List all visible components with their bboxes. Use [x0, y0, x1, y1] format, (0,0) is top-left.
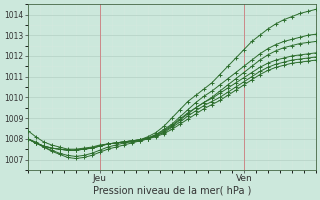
X-axis label: Pression niveau de la mer( hPa ): Pression niveau de la mer( hPa ) — [92, 186, 251, 196]
